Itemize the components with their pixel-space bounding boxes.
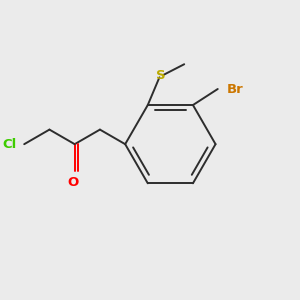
- Text: Cl: Cl: [3, 138, 17, 151]
- Text: O: O: [68, 176, 79, 189]
- Text: Br: Br: [226, 82, 243, 95]
- Text: S: S: [156, 68, 166, 82]
